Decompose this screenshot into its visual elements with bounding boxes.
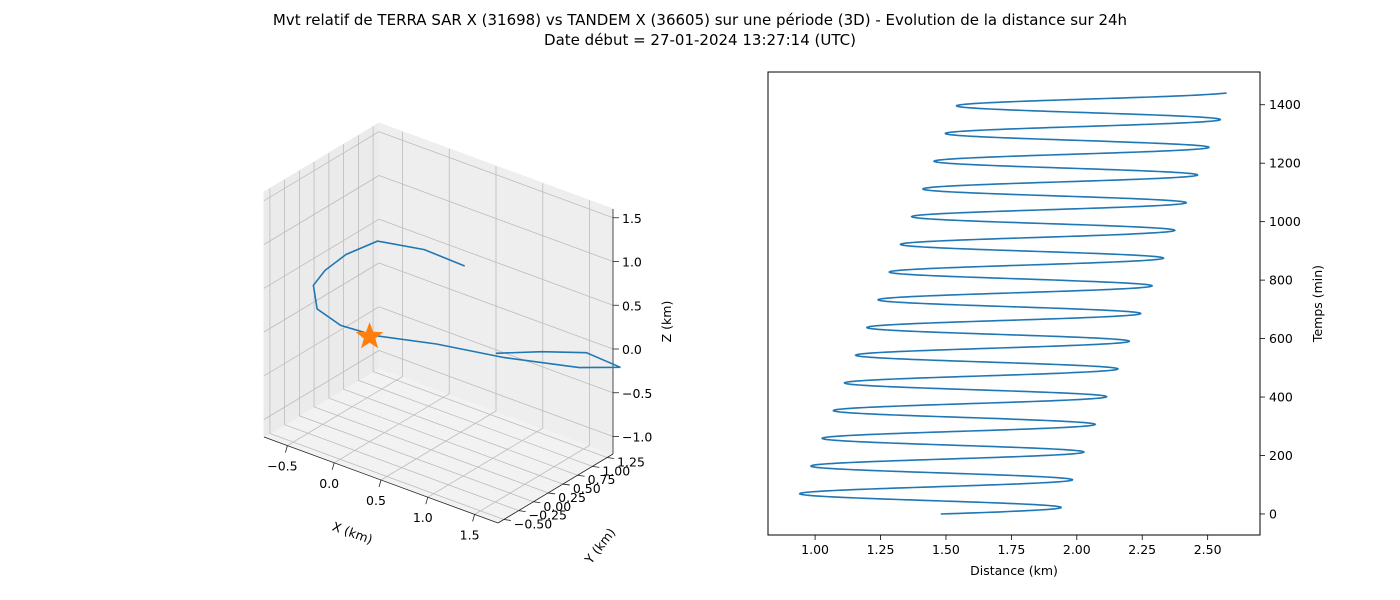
z-tick-label: 1.0 [622,255,642,270]
title-line-1: Mvt relatif de TERRA SAR X (31698) vs TA… [272,11,1128,29]
x-axis-label: Distance (km) [970,563,1058,578]
plot-frame [767,71,1261,536]
y-tick-label: 0 [1269,506,1277,521]
x-tick-mark [378,479,382,488]
y-tick-mark [607,457,615,459]
grid-x-line [474,200,590,515]
title-line-2: Date début = 27-01-2024 13:27:14 (UTC) [544,31,856,49]
grid-x-line [380,166,497,481]
x-tick-label: 1.75 [997,542,1025,557]
y-tick-label: 1000 [1269,214,1301,229]
x-tick-label: 0.0 [319,476,339,491]
grid-y-line [372,126,608,458]
y-tick-mark [577,474,585,477]
z-tick-label: 1.5 [622,211,642,226]
grid-x-line [333,148,450,464]
x-tick-label: 1.00 [801,542,829,557]
grid-z-line [263,175,614,262]
grid-y-line [284,179,519,511]
y-tick-label: 1400 [1269,97,1301,112]
chart-title: Mvt relatif de TERRA SAR X (31698) vs TA… [0,10,1400,50]
x-tick-label: 1.0 [413,510,433,525]
x-tick-label: 0.5 [366,493,386,508]
y-tick-label: 0.50 [573,481,601,496]
y-tick-label: 1.25 [617,455,645,470]
z-tick-label: 0.0 [622,342,642,357]
y-tick-label: 0.75 [588,472,616,487]
distance-curve [798,92,1227,515]
grid-z-line [263,218,614,306]
z-tick-label: 0.5 [622,298,642,313]
y-tick-mark [518,510,526,513]
x-tick-label: 2.50 [1194,542,1222,557]
y-axis-label: Temps (min) [1310,265,1325,343]
y-tick-label: −0.25 [529,508,567,523]
grid-x-line [287,131,403,446]
plot-3d-trajectory: −0.50.00.51.01.5−0.50−0.250.000.250.500.… [262,122,674,567]
x-tick-label: 2.00 [1063,542,1091,557]
y-tick-label: −0.50 [514,516,552,531]
y-axis-line [497,453,614,524]
y-tick-mark [592,465,600,468]
grid-y-line [269,188,505,520]
grid-y-line [343,144,578,476]
z-tick-label: −1.0 [622,430,652,445]
y-tick-label: 1200 [1269,156,1301,171]
origin-star-marker [355,322,384,349]
y-tick-mark [503,519,511,521]
x-tick-label: 1.25 [867,542,895,557]
grid-y-line [298,170,534,503]
grid-y-line [357,135,593,467]
y-tick-mark [548,492,556,495]
x-tick-label: −0.5 [267,459,297,474]
x-tick-mark [331,462,335,470]
grid-y-line [313,161,549,494]
y-tick-label: 600 [1269,331,1293,346]
y-tick-label: 400 [1269,390,1293,405]
y-tick-mark [533,501,541,504]
x-tick-label: 1.5 [460,527,480,542]
grid-z-line [263,350,614,437]
y-tick-label: 0.25 [558,490,586,505]
grid-y-line [328,153,564,485]
grid-z-line [263,131,614,219]
y-tick-mark [562,483,570,486]
y-tick-label: 1.00 [602,463,630,478]
grid-z-line [263,262,614,350]
x-tick-label: 2.25 [1128,542,1156,557]
z-axis-label: Z (km) [659,301,674,343]
x-tick-mark [425,497,429,505]
x-tick-mark [472,514,475,522]
z-tick-label: −0.5 [622,386,652,401]
x-tick-label: 1.50 [932,542,960,557]
y-tick-label: 800 [1269,273,1293,288]
y-tick-label: 200 [1269,448,1293,463]
x-tick-mark [285,445,288,453]
y-tick-label: 0.00 [543,499,571,514]
grid-z-line [263,306,614,394]
grid-x-line [427,183,544,498]
